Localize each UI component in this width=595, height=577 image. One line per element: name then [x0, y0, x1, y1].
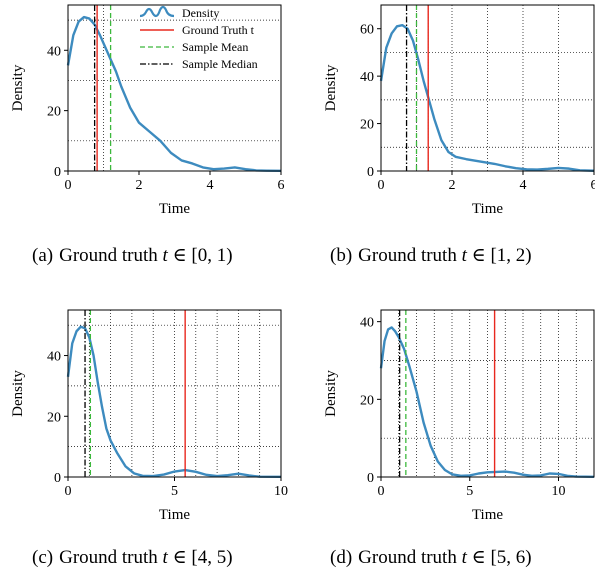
y-tick-label: 20 — [360, 393, 374, 408]
x-tick-label: 0 — [378, 484, 385, 499]
caption-c-rel: ∈ — [172, 547, 187, 568]
legend-density-swatch — [139, 5, 175, 18]
y-tick-label: 40 — [360, 70, 374, 85]
caption-a-rel: ∈ — [172, 245, 187, 266]
plot-frame — [67, 4, 282, 172]
legend-density-label: Density — [182, 6, 219, 20]
chart-a: 0 2 4 6 0 20 40 Time Density Density Ground Truth … — [10, 4, 285, 217]
y-tick-label: 0 — [54, 165, 61, 180]
y-tick-label: 40 — [47, 44, 61, 59]
x-tick-label: 10 — [552, 484, 566, 499]
x-axis-label: Time — [472, 201, 503, 217]
caption-c: (c) Ground truth t ∈ [4, 5) — [32, 546, 233, 569]
y-tick-label: 0 — [54, 471, 61, 486]
x-tick-label: 6 — [278, 178, 285, 193]
plot-frame — [380, 309, 595, 478]
x-tick-label: 4 — [207, 178, 214, 193]
x-tick-label: 0 — [65, 484, 72, 499]
density-line — [66, 325, 282, 479]
caption-a-label: (a) — [32, 245, 54, 266]
y-tick-label: 60 — [360, 23, 374, 38]
plot-frame — [380, 4, 595, 172]
caption-c-var: t — [162, 547, 168, 568]
y-tick-label: 20 — [360, 118, 374, 133]
caption-a-interval: [0, 1) — [191, 245, 233, 266]
y-axis-label: Density — [10, 370, 26, 417]
caption-b-rel: ∈ — [471, 245, 486, 266]
chart-c: 0 5 10 0 20 40 Time Density — [10, 309, 288, 523]
y-tick-label: 20 — [47, 105, 61, 120]
legend-sample-mean-label: Sample Mean — [182, 40, 248, 54]
x-tick-label: 5 — [466, 484, 473, 499]
caption-d-interval: [5, 6) — [490, 547, 532, 568]
y-tick-label: 20 — [47, 410, 61, 425]
x-tick-label: 0 — [65, 178, 72, 193]
y-axis-label: Density — [323, 64, 339, 111]
y-tick-label: 40 — [47, 350, 61, 365]
caption-d: (d) Ground truth t ∈ [5, 6) — [330, 546, 532, 569]
legend-ground-truth-label: Ground Truth t — [182, 23, 255, 37]
density-line — [379, 326, 595, 479]
caption-a: (a) Ground truth t ∈ [0, 1) — [32, 244, 233, 267]
y-axis-label: Density — [323, 370, 339, 417]
caption-b-label: (b) — [330, 245, 353, 266]
caption-a-var: t — [162, 245, 168, 266]
chart-d: 0 5 10 0 20 40 Time Density — [323, 309, 595, 523]
y-tick-label: 0 — [367, 165, 374, 180]
y-axis-label: Density — [10, 64, 26, 111]
x-axis-label: Time — [472, 507, 503, 523]
x-tick-label: 2 — [136, 178, 143, 193]
caption-b-interval: [1, 2) — [490, 245, 532, 266]
caption-c-interval: [4, 5) — [191, 547, 233, 568]
y-tick-label: 0 — [367, 471, 374, 486]
density-line — [66, 15, 282, 173]
legend-sample-median-label: Sample Median — [182, 57, 258, 71]
y-tick-label: 40 — [360, 316, 374, 331]
caption-b-var: t — [461, 245, 467, 266]
x-tick-label: 0 — [378, 178, 385, 193]
caption-c-text: Ground truth — [59, 547, 158, 568]
caption-d-var: t — [461, 547, 467, 568]
x-tick-label: 4 — [520, 178, 527, 193]
caption-d-text: Ground truth — [358, 547, 457, 568]
caption-b: (b) Ground truth t ∈ [1, 2) — [330, 244, 532, 267]
caption-d-rel: ∈ — [471, 547, 486, 568]
caption-d-label: (d) — [330, 547, 353, 568]
caption-b-text: Ground truth — [358, 245, 457, 266]
x-tick-label: 10 — [274, 484, 288, 499]
x-axis-label: Time — [159, 201, 190, 217]
caption-c-label: (c) — [32, 547, 54, 568]
legend: Density Ground Truth t Sample Mean Sample M… — [139, 5, 258, 71]
x-tick-label: 5 — [171, 484, 178, 499]
caption-a-text: Ground truth — [59, 245, 158, 266]
x-tick-label: 2 — [449, 178, 456, 193]
x-tick-label: 6 — [591, 178, 595, 193]
density-line — [379, 23, 595, 172]
x-axis-label: Time — [159, 507, 190, 523]
